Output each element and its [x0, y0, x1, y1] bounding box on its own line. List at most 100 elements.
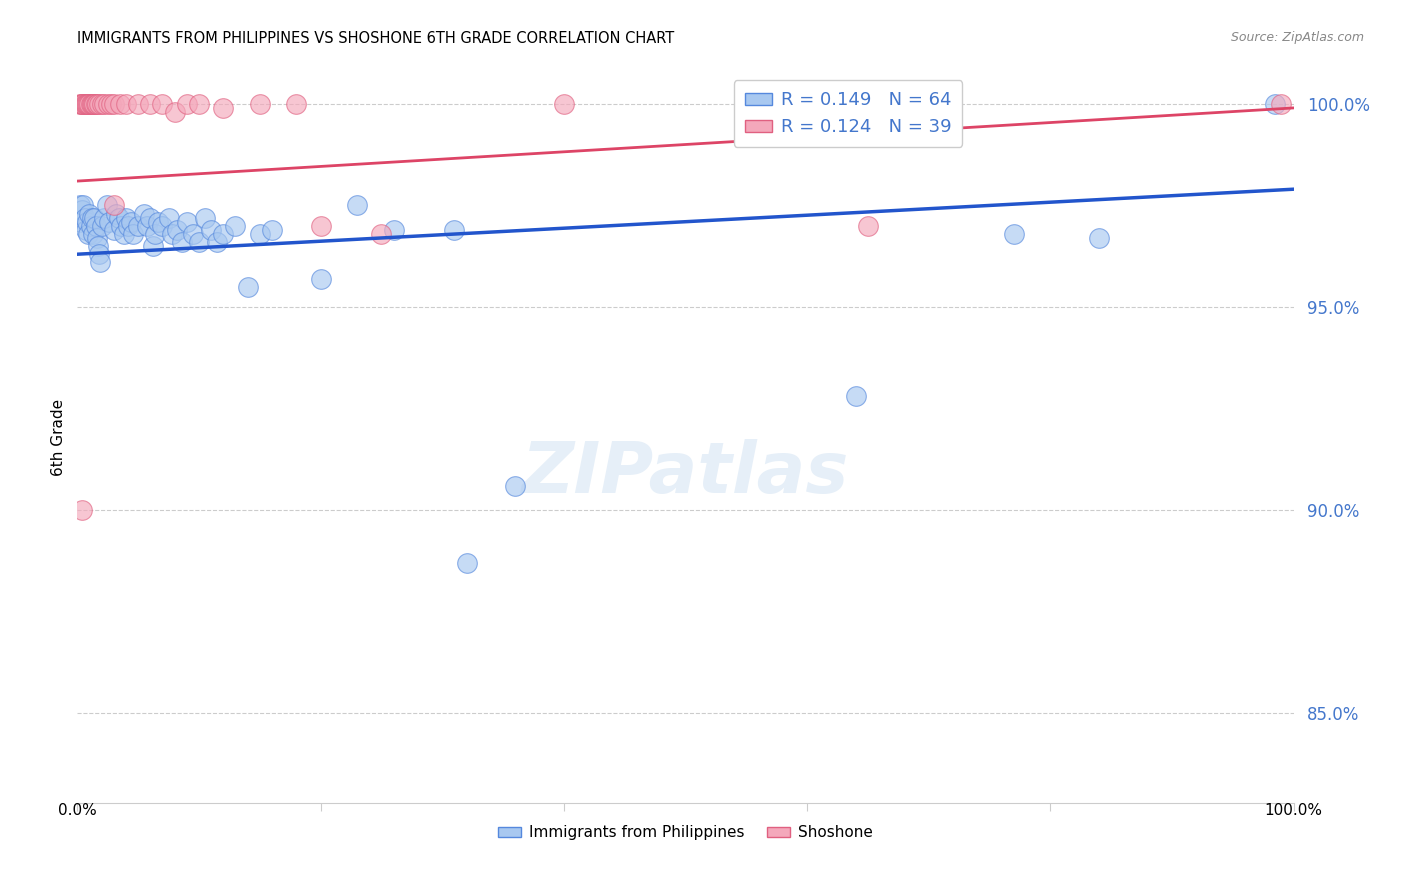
Point [205, 235, 228, 249]
Point [76, 96, 98, 111]
Point [127, 96, 149, 111]
Point [80, 96, 103, 111]
Point [110, 219, 132, 233]
Point [200, 223, 222, 237]
Legend: Immigrants from Philippines, Shoshone: Immigrants from Philippines, Shoshone [492, 819, 879, 847]
Point [83, 96, 105, 111]
Point [249, 96, 271, 111]
Point [82, 227, 104, 241]
Point [70, 96, 93, 111]
Point [69, 96, 91, 111]
Point [93, 211, 115, 225]
Point [188, 96, 211, 111]
Point [80, 219, 103, 233]
Point [194, 211, 217, 225]
Point [86, 96, 108, 111]
Point [443, 223, 465, 237]
Point [142, 239, 165, 253]
Point [127, 219, 149, 233]
Text: ZIPatlas: ZIPatlas [522, 439, 849, 508]
Point [105, 206, 128, 220]
Point [79, 96, 101, 111]
Point [236, 279, 259, 293]
Point [856, 219, 879, 233]
Point [176, 96, 198, 111]
Point [70, 96, 93, 111]
Point [72, 96, 94, 111]
Point [75, 96, 97, 111]
Point [69, 198, 91, 212]
Point [152, 219, 174, 233]
Point [90, 96, 112, 111]
Point [107, 211, 129, 225]
Point [89, 247, 111, 261]
Point [370, 227, 392, 241]
Point [1264, 96, 1286, 111]
Point [86, 231, 108, 245]
Text: 0.0%: 0.0% [58, 803, 97, 818]
Point [139, 96, 162, 111]
Point [103, 96, 125, 111]
Point [285, 96, 308, 111]
Point [346, 198, 368, 212]
Point [100, 96, 122, 111]
Point [157, 211, 180, 225]
Y-axis label: 6th Grade: 6th Grade [51, 399, 66, 475]
Point [309, 219, 332, 233]
Point [1270, 96, 1292, 111]
Point [139, 211, 162, 225]
Point [77, 227, 100, 241]
Point [134, 206, 156, 220]
Point [80, 211, 103, 225]
Point [84, 219, 107, 233]
Point [89, 255, 111, 269]
Point [79, 206, 101, 220]
Point [97, 215, 120, 229]
Point [135, 219, 157, 233]
Point [112, 227, 135, 241]
Point [309, 271, 332, 285]
Point [260, 223, 283, 237]
Point [80, 96, 103, 111]
Point [115, 211, 138, 225]
Point [845, 389, 868, 403]
Point [120, 215, 142, 229]
Text: IMMIGRANTS FROM PHILIPPINES VS SHOSHONE 6TH GRADE CORRELATION CHART: IMMIGRANTS FROM PHILIPPINES VS SHOSHONE … [77, 31, 675, 46]
Point [143, 227, 166, 241]
Point [97, 96, 120, 111]
Point [72, 198, 94, 212]
Point [70, 503, 93, 517]
Point [163, 105, 186, 120]
Point [382, 223, 405, 237]
Point [188, 235, 211, 249]
Point [1088, 231, 1111, 245]
Point [166, 223, 188, 237]
Point [103, 223, 125, 237]
Point [212, 227, 235, 241]
Point [108, 96, 131, 111]
Point [1002, 227, 1025, 241]
Point [224, 219, 246, 233]
Point [176, 215, 198, 229]
Point [89, 96, 111, 111]
Point [73, 211, 96, 225]
Point [122, 227, 145, 241]
Point [76, 215, 98, 229]
Point [117, 219, 139, 233]
Text: 100.0%: 100.0% [1264, 803, 1323, 818]
Point [456, 556, 478, 570]
Point [70, 202, 93, 217]
Point [170, 235, 193, 249]
Text: Source: ZipAtlas.com: Source: ZipAtlas.com [1230, 31, 1364, 45]
Point [115, 96, 138, 111]
Point [181, 227, 204, 241]
Point [152, 96, 174, 111]
Point [249, 227, 271, 241]
Point [83, 211, 105, 225]
Point [75, 223, 97, 237]
Point [146, 215, 169, 229]
Point [160, 227, 183, 241]
Point [77, 96, 100, 111]
Point [82, 96, 104, 111]
Point [212, 101, 235, 115]
